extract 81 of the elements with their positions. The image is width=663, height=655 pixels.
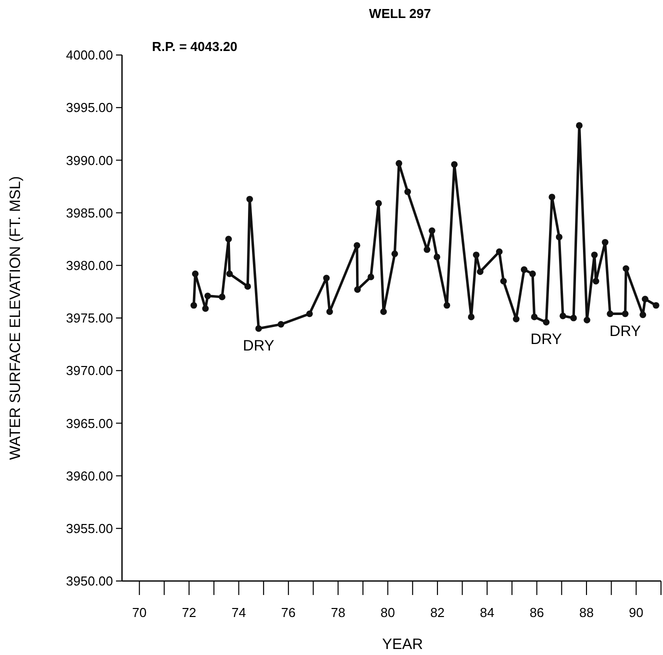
point <box>520 266 528 273</box>
annotation: DRY <box>242 338 274 355</box>
point <box>529 270 536 278</box>
y-tick-label: 3995.00 <box>66 100 113 116</box>
point <box>354 242 360 249</box>
point <box>606 310 614 318</box>
x-tick-label: 76 <box>281 605 296 620</box>
point <box>496 248 503 256</box>
point <box>444 302 450 309</box>
y-tick-label: 3955.00 <box>66 520 113 536</box>
point <box>640 312 646 318</box>
point <box>225 236 232 242</box>
y-tick-label: 3960.00 <box>66 468 113 484</box>
point <box>542 318 550 326</box>
point <box>512 316 520 322</box>
point <box>278 321 284 328</box>
point <box>531 314 538 320</box>
x-tick-label: 84 <box>480 605 494 620</box>
point <box>226 270 233 278</box>
point <box>560 312 566 320</box>
point <box>472 252 480 258</box>
point <box>354 286 361 293</box>
point <box>396 160 402 167</box>
point <box>380 308 387 315</box>
x-tick-label: 82 <box>430 605 445 620</box>
x-tick-label: 70 <box>132 605 147 620</box>
point <box>602 238 608 246</box>
point <box>548 194 556 200</box>
point <box>622 310 629 318</box>
point <box>375 200 382 207</box>
point <box>642 296 648 302</box>
x-tick-label: 74 <box>232 605 246 620</box>
y-tick-label: 3975.00 <box>66 310 113 326</box>
point <box>323 274 330 282</box>
y-axis-title: WATER SURFACE ELEVATION (FT. MSL) <box>7 176 24 460</box>
y-tick-label: 3990.00 <box>66 152 113 168</box>
chart-subtitle: R.P. = 4043.20 <box>152 39 238 54</box>
point <box>244 283 251 290</box>
point <box>652 302 660 309</box>
x-tick-label: 90 <box>628 605 644 620</box>
point <box>306 310 313 318</box>
y-tick-label: 3950.00 <box>66 574 113 589</box>
y-tick-label: 4000.00 <box>66 48 113 63</box>
point <box>570 314 577 322</box>
chart-title: WELL 297 <box>369 6 431 21</box>
annotation: DRY <box>530 331 562 348</box>
point <box>246 196 253 202</box>
point <box>592 278 600 284</box>
point <box>391 250 398 258</box>
point <box>424 246 430 253</box>
y-tick-label: 3985.00 <box>66 205 113 220</box>
point <box>255 325 262 332</box>
point <box>468 314 475 320</box>
y-tick-label: 3970.00 <box>66 363 113 378</box>
point <box>368 274 374 280</box>
annotation: DRY <box>610 322 641 340</box>
point <box>556 234 562 240</box>
x-tick-label: 86 <box>530 605 544 620</box>
point <box>192 270 199 278</box>
point <box>622 265 630 272</box>
x-tick-label: 80 <box>380 605 396 620</box>
point <box>204 292 211 300</box>
x-tick-label: 88 <box>579 605 594 620</box>
point <box>591 252 598 258</box>
y-tick-label: 3965.00 <box>66 416 113 431</box>
x-axis-title: YEAR <box>382 636 424 653</box>
point <box>326 308 333 315</box>
point <box>476 268 484 276</box>
point <box>584 316 590 324</box>
point <box>218 294 226 300</box>
point <box>202 305 209 312</box>
point <box>576 122 583 129</box>
point <box>434 254 440 260</box>
point <box>428 227 436 234</box>
point <box>500 278 507 284</box>
y-tick-label: 3980.00 <box>66 258 113 273</box>
x-tick-label: 78 <box>330 605 346 620</box>
x-tick-label: 72 <box>182 605 196 620</box>
point <box>451 161 458 168</box>
point <box>190 302 198 309</box>
point <box>404 188 411 196</box>
